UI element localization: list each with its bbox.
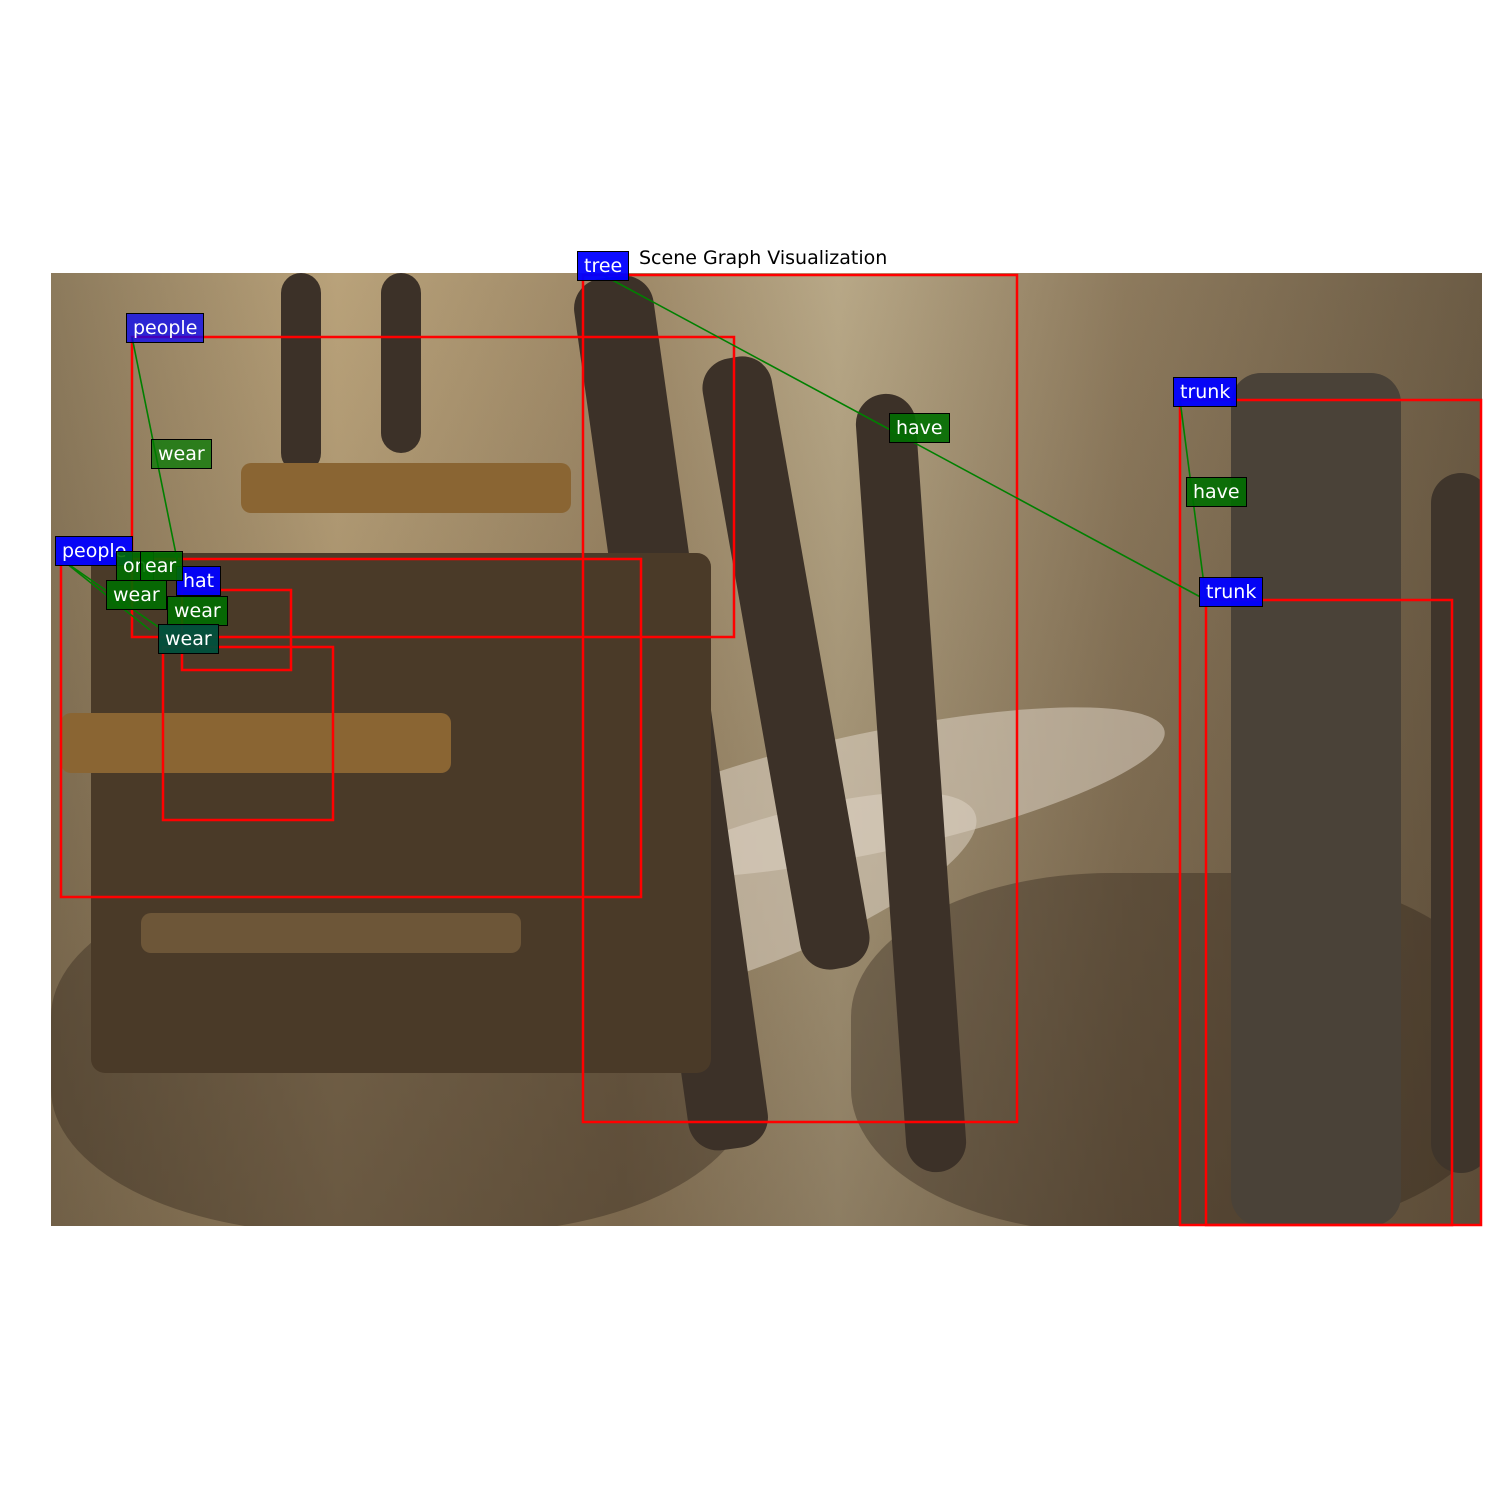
object-label-people-upper: people <box>126 313 205 343</box>
relation-label-have-2: have <box>1186 477 1247 507</box>
relation-label-wear-4: wear <box>158 624 219 654</box>
box-trunk-outer <box>1178 398 1483 1227</box>
box-tree <box>581 273 1019 1124</box>
box-trunk-inner <box>1204 598 1454 1227</box>
object-label-trunk-outer: trunk <box>1173 377 1238 407</box>
object-label-hat: hat <box>176 566 222 596</box>
relation-label-ear: ear <box>140 551 184 581</box>
figure-title: Scene Graph Visualization <box>639 247 888 269</box>
relation-label-wear-1: wear <box>151 439 212 469</box>
box-people-upper <box>130 335 736 639</box>
relation-label-have-1: have <box>889 413 950 443</box>
box-shirt <box>161 645 335 822</box>
relation-label-wear-2: wear <box>106 580 167 610</box>
object-label-trunk-inner: trunk <box>1199 577 1264 607</box>
box-people-lower <box>59 557 643 899</box>
object-label-tree: tree <box>577 251 630 281</box>
edge-people2-wear-b <box>60 558 151 631</box>
relation-label-wear-3: wear <box>167 596 228 626</box>
